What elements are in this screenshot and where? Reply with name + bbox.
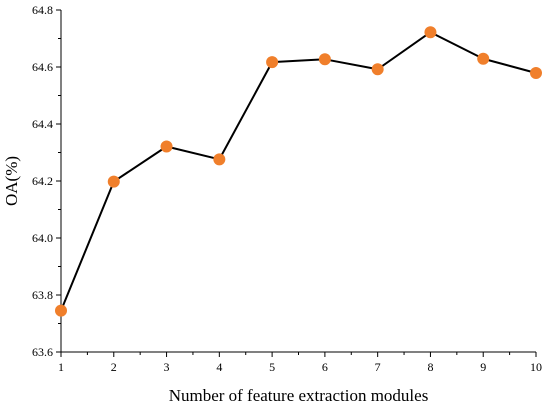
data-point [530,66,542,79]
x-tick-label: 7 [375,360,381,374]
data-point [424,26,437,39]
x-tick-label: 8 [427,360,433,374]
x-tick-label: 3 [164,360,170,374]
y-tick-label: 64.4 [32,117,53,131]
x-tick-label: 10 [530,360,542,374]
data-point [107,175,120,188]
x-axis-title: Number of feature extraction modules [169,386,429,405]
y-tick-label: 64.2 [32,174,53,188]
data-point [160,140,173,153]
data-point [318,53,331,66]
x-tick-label: 2 [111,360,117,374]
y-axis-tick-labels: 63.6 63.8 64.0 64.2 64.4 64.6 64.8 [32,3,53,359]
x-axis-ticks [60,352,537,357]
series-line [60,31,537,312]
data-point [213,153,226,166]
data-point [266,56,279,69]
data-point [477,52,490,65]
plot-area: 63.6 63.8 64.0 64.2 64.4 64.6 64.8 1 2 3 4 5 6 7 8 9 10 [32,3,542,374]
x-tick-label: 9 [480,360,486,374]
x-axis-tick-labels: 1 2 3 4 5 6 7 8 9 10 [58,360,542,374]
x-tick-label: 1 [58,360,64,374]
y-axis-title: OA(%) [2,156,21,206]
data-point [371,63,384,76]
x-tick-label: 5 [269,360,275,374]
x-tick-label: 6 [322,360,328,374]
y-tick-label: 63.8 [32,288,53,302]
data-markers [55,26,542,317]
y-tick-label: 63.6 [32,345,53,359]
y-axis-ticks [56,9,61,353]
y-tick-label: 64.8 [32,3,53,17]
x-tick-label: 4 [216,360,222,374]
y-tick-label: 64.6 [32,60,53,74]
data-point [55,304,67,317]
y-tick-label: 64.0 [32,231,53,245]
